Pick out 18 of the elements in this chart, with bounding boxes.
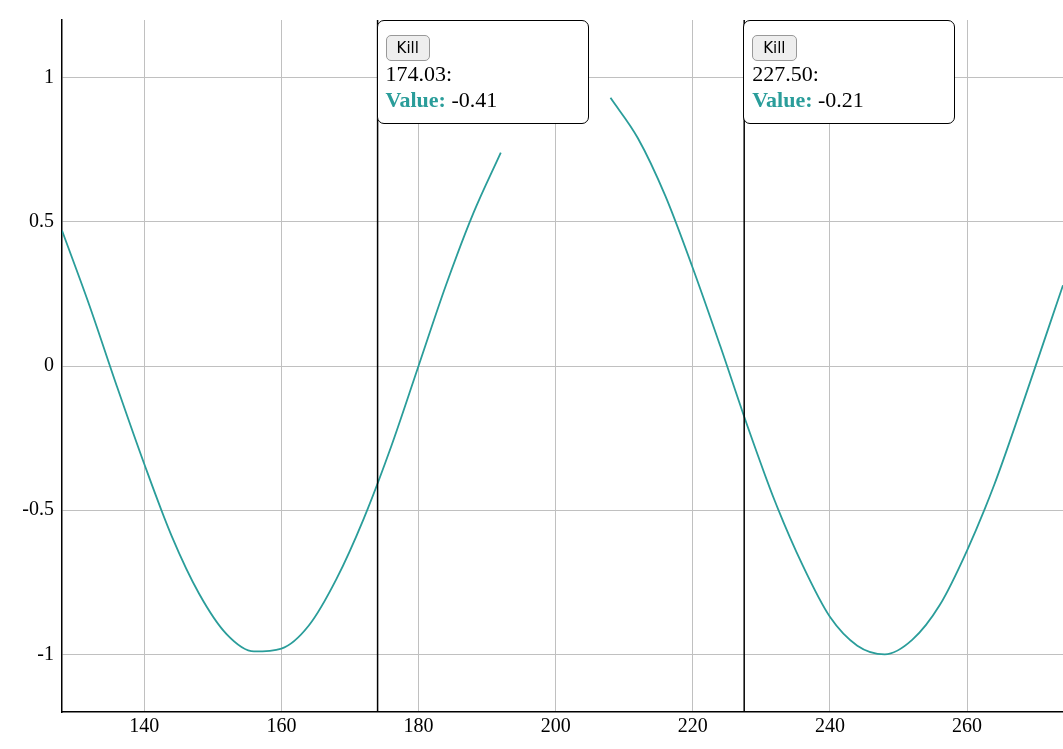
x-tick-label: 260 xyxy=(952,714,983,737)
x-tick-label: 160 xyxy=(266,714,297,737)
x-tick-label: 180 xyxy=(403,714,434,737)
annotation: Value: -0.41 xyxy=(385,87,498,112)
x-tick-label: 220 xyxy=(677,714,708,737)
y-tick-label: 0 xyxy=(44,353,54,376)
y-tick-label: 1 xyxy=(44,64,54,87)
x-tick-label: 200 xyxy=(540,714,571,737)
y-tick-label: 0.5 xyxy=(29,209,54,232)
ref-line-label: 227.50: xyxy=(752,61,820,87)
annotation: Value: -0.21 xyxy=(752,87,864,112)
x-tick-label: 140 xyxy=(129,714,160,737)
ref-line-label: 174.03: xyxy=(385,61,454,87)
y-tick-label: -0.5 xyxy=(22,497,54,520)
annotation: Kill xyxy=(752,35,797,61)
x-tick-label: 240 xyxy=(814,714,845,737)
annotation: Kill xyxy=(385,35,430,61)
y-tick-label: -1 xyxy=(37,641,54,664)
